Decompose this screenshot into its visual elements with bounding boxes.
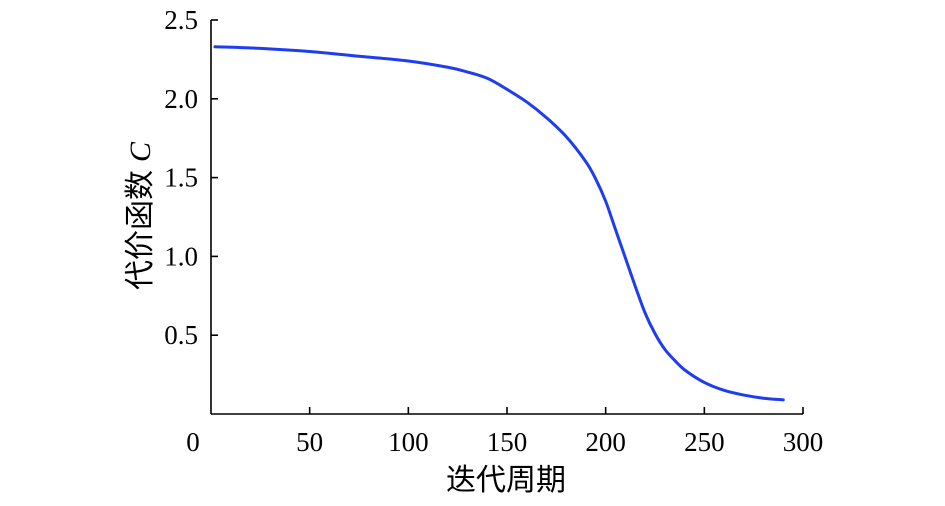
y-tick-label: 1.0 xyxy=(164,241,198,271)
y-axis-label-text: 代价函数 xyxy=(124,170,157,290)
y-tick-label: 2.0 xyxy=(164,84,198,114)
y-tick-label: 0.5 xyxy=(164,320,198,350)
x-tick-label: 50 xyxy=(296,427,323,457)
x-tick-label: 250 xyxy=(684,427,725,457)
y-axis-label: 代价函数 C xyxy=(124,141,157,290)
y-tick-label: 1.5 xyxy=(164,163,198,193)
x-axis-label: 迭代周期 xyxy=(446,464,566,497)
x-tick-label: 200 xyxy=(585,427,626,457)
x-tick-label: 150 xyxy=(487,427,528,457)
cost-series-line xyxy=(213,45,785,402)
x-tick-label: 300 xyxy=(783,427,824,457)
x-tick-label: 0 xyxy=(186,427,200,457)
y-axis-label-symbol: C xyxy=(124,141,157,162)
y-tick-label: 2.5 xyxy=(164,5,198,35)
x-tick-label: 100 xyxy=(388,427,429,457)
